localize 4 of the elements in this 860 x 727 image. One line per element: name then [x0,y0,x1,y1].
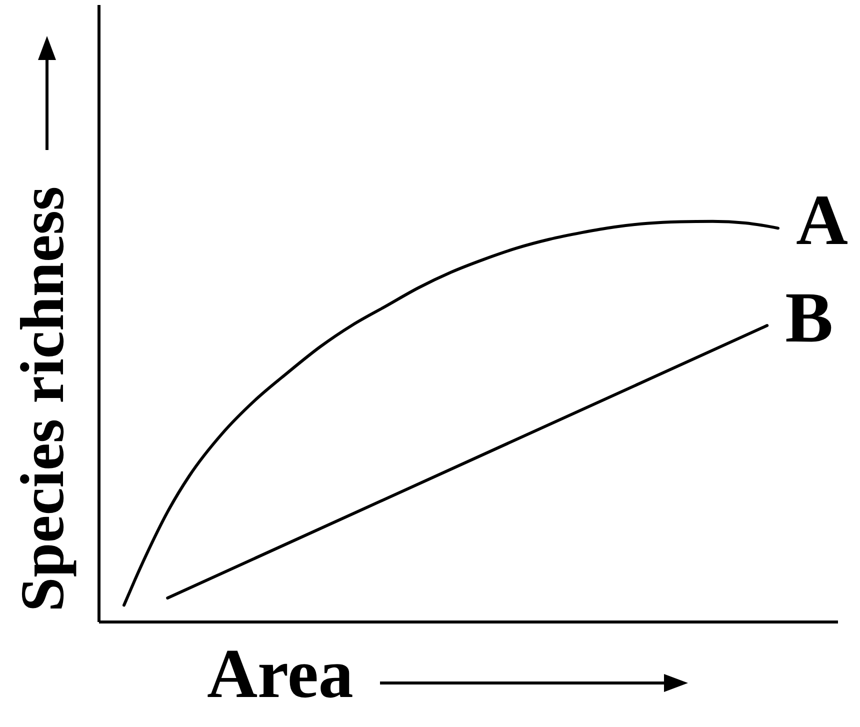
y-axis-title: Species richness [9,186,77,612]
series-label: A [796,180,848,260]
x-axis-title: Area [207,636,354,713]
series-label: B [785,278,834,358]
